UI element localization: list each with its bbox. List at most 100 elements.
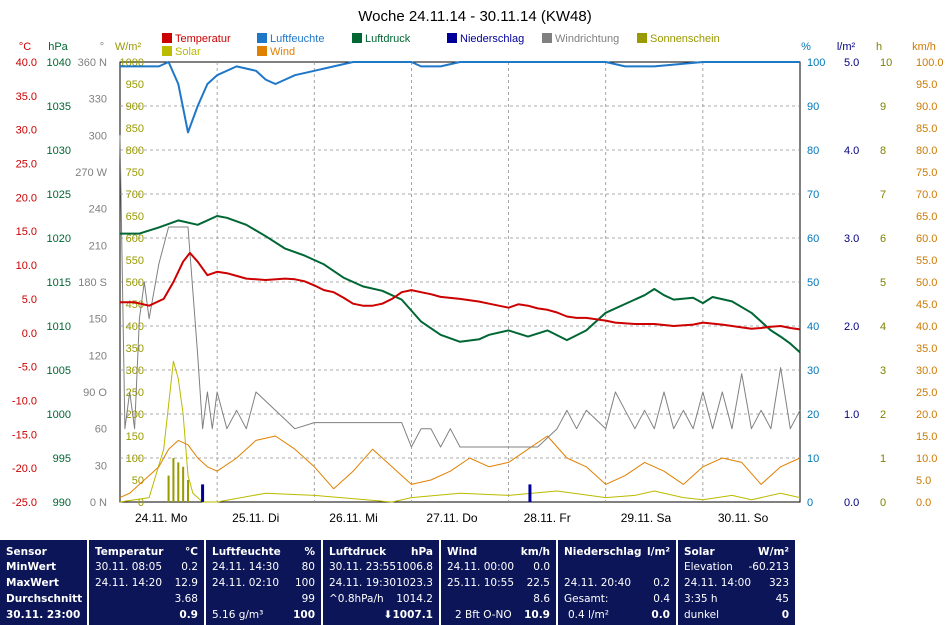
x-label: 30.11. So (718, 511, 769, 525)
temperature-min: 0.2 (181, 561, 198, 573)
pressure-tick: 1005 (47, 365, 71, 377)
precipitation-unit: l/m² (837, 41, 856, 53)
solar-tick: 350 (126, 343, 144, 355)
temperature-tick: 40.0 (16, 57, 37, 69)
x-label: 25.11. Di (232, 511, 279, 525)
wind-tick: 10.0 (916, 453, 937, 465)
legend-label: Solar (175, 46, 201, 58)
temperature-tick: -25.0 (12, 497, 37, 509)
wind-tick: 30.0 (916, 365, 937, 377)
precipitation-current: 0.0 (651, 609, 670, 621)
wind-tick: 100.0 (916, 57, 944, 69)
temperature-tick: 5.0 (22, 294, 37, 306)
solar-tick: 850 (126, 123, 144, 135)
wind-tick: 20.0 (916, 409, 937, 421)
pressure-tick: 1015 (47, 277, 71, 289)
sunshine-tick: 10 (880, 57, 892, 69)
wind-current: 10.9 (524, 609, 550, 621)
sunshine-bar (177, 462, 180, 502)
wind-max: 22.5 (526, 577, 550, 589)
temperature-tick: 30.0 (16, 125, 37, 137)
pressure-tick: 1030 (47, 145, 71, 157)
wind-tick: 85.0 (916, 123, 937, 135)
precipitation-tick: 0.0 (844, 497, 859, 509)
sunshine-tick: 9 (880, 101, 886, 113)
humidity-avg: 99 (301, 593, 315, 605)
min-label: MinWert (6, 561, 57, 573)
wind-min-time: 24.11. 00:00 (447, 561, 514, 573)
wind-tick: 0.0 (916, 497, 931, 509)
wind-tick: 60.0 (916, 233, 937, 245)
pressure-tick: 1035 (47, 101, 71, 113)
solar-tick: 800 (126, 145, 144, 157)
solar-unit: W/m² (758, 546, 789, 558)
solar-line (119, 360, 801, 503)
solar-tick: 900 (126, 101, 144, 113)
temperature-tick: -10.0 (12, 395, 37, 407)
wind-tick: 40.0 (916, 321, 937, 333)
pressure-min: 1006.8 (396, 561, 433, 573)
wind-max-time: 25.11. 10:55 (447, 577, 514, 589)
precipitation-title: Niederschlag (564, 546, 642, 558)
x-axis-labels: 24.11. Mo 25.11. Di 26.11. Mi 27.11. Do 28.1… (135, 511, 769, 525)
solar-tick: 100 (126, 453, 144, 465)
humidity-current: 100 (293, 609, 315, 621)
precipitation-bar (201, 484, 205, 502)
wind-tick: 80.0 (916, 145, 937, 157)
wind-tick: 55.0 (916, 255, 937, 267)
wind_direction-tick: 210 (89, 240, 107, 252)
humidity-tick: 90 (807, 101, 819, 113)
sunshine-tick: 4 (880, 321, 886, 333)
humidity-tick: 80 (807, 145, 819, 157)
pressure-title: Luftdruck (329, 546, 387, 558)
legend-swatch (162, 46, 172, 56)
sunshine-tick: 0 (880, 497, 886, 509)
precipitation-bar (528, 484, 532, 502)
solar-elevation: -60.213 (748, 561, 789, 573)
solar-tick: 0 (138, 497, 144, 509)
humidity-tick: 40 (807, 321, 819, 333)
temperature-avg: 3.68 (174, 593, 198, 605)
sunshine-tick: 8 (880, 145, 886, 157)
humidity-absolute: 5.16 g/m³ (212, 609, 264, 621)
temperature-tick: 10.0 (16, 260, 37, 272)
solar-elevation-label: Elevation (684, 561, 733, 573)
humidity-tick: 30 (807, 365, 819, 377)
precipitation-max-time: 24.11. 20:40 (564, 577, 631, 589)
sunshine-tick: 3 (880, 365, 886, 377)
humidity-max-time: 24.11. 02:10 (212, 577, 279, 589)
pressure-unit: hPa (411, 546, 433, 558)
wind-tick: 75.0 (916, 167, 937, 179)
axis-ticks: 40.035.030.025.020.015.010.05.00.0-5.0-1… (12, 57, 944, 509)
wind-panel: Wind km/h 24.11. 00:00 0.0 25.11. 10:55 22.… (441, 540, 556, 625)
current-time: 30.11. 23:00 (6, 609, 81, 621)
wind_direction-tick: 120 (89, 350, 107, 362)
temperature-tick: 25.0 (16, 159, 37, 171)
sunshine-tick: 7 (880, 189, 886, 201)
solar-tick: 750 (126, 167, 144, 179)
humidity-tick: 100 (807, 57, 825, 69)
wind-unit: km/h (912, 41, 936, 53)
solar-title: Solar (684, 546, 715, 558)
wind_direction-tick: 60 (95, 424, 107, 436)
legend-swatch (542, 33, 552, 43)
precipitation-tick: 3.0 (844, 233, 859, 245)
pressure-tick: 1010 (47, 321, 71, 333)
sunshine-bar (182, 466, 185, 502)
sunshine-tick: 2 (880, 409, 886, 421)
legend-label: Windrichtung (555, 33, 619, 45)
pressure-tick: 1025 (47, 189, 71, 201)
wind_direction-tick: 0 N (90, 497, 107, 509)
axis-units: °C hPa ° W/m²% l/m² h km/h (19, 41, 936, 53)
max-label: MaxWert (6, 577, 59, 589)
solar-tick: 950 (126, 79, 144, 91)
temperature-title: Temperatur (95, 546, 164, 558)
wind-beaufort: 2 Bft O-NO (455, 609, 512, 621)
humidity-tick: 10 (807, 453, 819, 465)
pressure-tick: 990 (53, 497, 71, 509)
solar-panel: Solar W/m² Elevation -60.213 24.11. 14:00 3… (678, 540, 795, 625)
x-label: 27.11. Do (426, 511, 477, 525)
wind_direction-tick: 30 (95, 460, 107, 472)
chart-legend: Temperatur Luftfeuchte Luftdruck Niederschl… (162, 33, 720, 58)
wind-tick: 5.0 (916, 475, 931, 487)
